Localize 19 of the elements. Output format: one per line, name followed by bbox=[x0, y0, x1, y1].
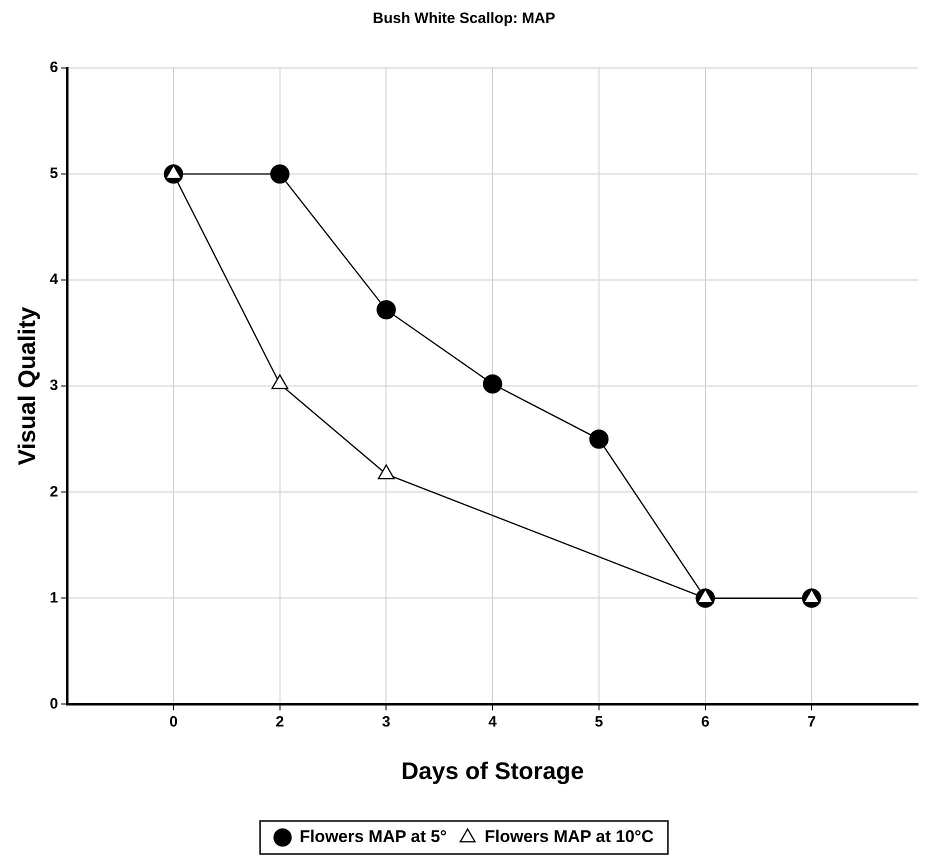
y-tick-label: 5 bbox=[50, 165, 58, 182]
y-axis-title: Visual Quality bbox=[14, 306, 42, 466]
y-tick-label: 6 bbox=[50, 59, 58, 76]
x-tick-label: 6 bbox=[701, 713, 710, 730]
y-tick-label: 3 bbox=[50, 377, 58, 394]
x-tick-label: 7 bbox=[807, 713, 816, 730]
x-tick-label: 5 bbox=[594, 713, 604, 730]
x-tick-label: 3 bbox=[382, 713, 390, 730]
x-tick-label: 2 bbox=[276, 713, 284, 730]
y-tick-label: 0 bbox=[50, 695, 58, 712]
chart-title: Bush White Scallop: MAP bbox=[372, 10, 556, 28]
legend-label: Flowers MAP at 10°C bbox=[484, 827, 654, 846]
y-tick-label: 4 bbox=[50, 271, 59, 288]
x-axis-title: Days of Storage bbox=[401, 758, 584, 786]
legend-label: Flowers MAP at 5° bbox=[300, 827, 448, 846]
x-tick-label: 4 bbox=[488, 713, 498, 730]
y-tick-label: 1 bbox=[50, 589, 58, 606]
y-tick-label: 2 bbox=[50, 483, 58, 500]
x-tick-label: 0 bbox=[169, 713, 178, 730]
